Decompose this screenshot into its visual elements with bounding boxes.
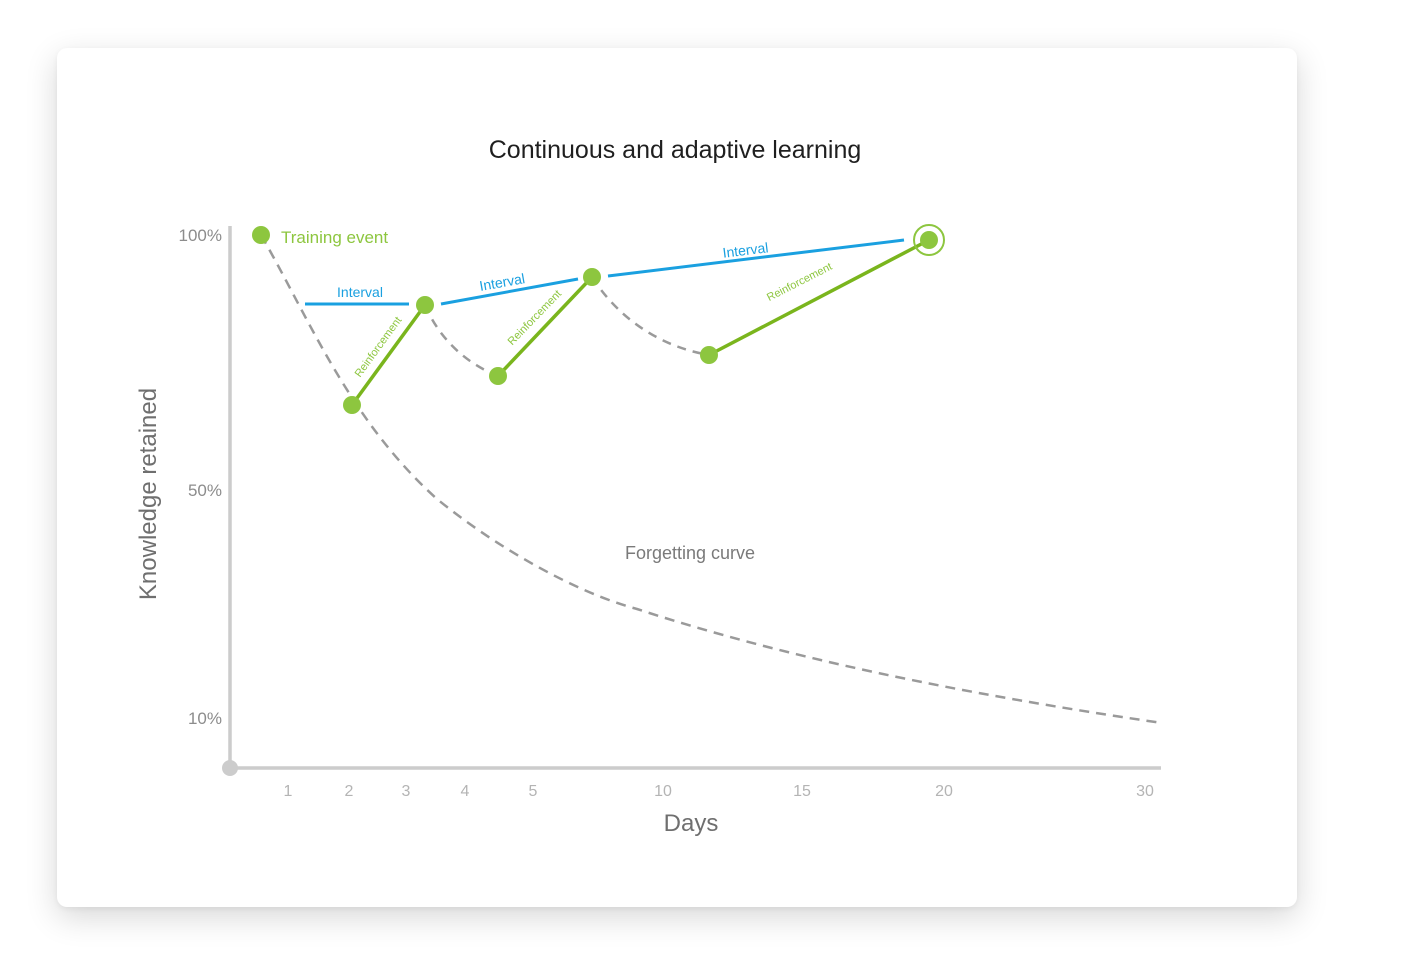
forgetting-curve-main	[259, 234, 1163, 725]
reinforcement-line-1	[350, 303, 427, 407]
y-tick-label: 50%	[188, 481, 222, 500]
x-tick-label: 4	[461, 783, 470, 800]
axis-origin-dot	[222, 760, 238, 776]
x-tick-label: 30	[1136, 783, 1154, 800]
final-retention-point	[920, 231, 938, 249]
x-tick-label: 10	[654, 783, 672, 800]
reinforcement-start-point	[700, 346, 718, 364]
training-event-point	[252, 226, 270, 244]
x-tick-label: 3	[402, 783, 411, 800]
interval-line-3	[607, 238, 905, 278]
x-tick-label: 2	[345, 783, 354, 800]
final-retention-ring	[913, 224, 945, 256]
forgetting-curve-label: Forgetting curve	[625, 543, 755, 563]
x-tick-label: 5	[529, 783, 538, 800]
reinforcement-label: Reinforcement	[765, 261, 834, 304]
chart-svg: Continuous and adaptive learning 100% 50…	[135, 136, 1163, 837]
forgetting-curve-segment-1	[423, 304, 499, 378]
chart-title: Continuous and adaptive learning	[489, 136, 862, 164]
x-axis-label: Days	[664, 810, 719, 837]
reinforcement-start-point	[343, 396, 361, 414]
reinforcement-peak-point	[416, 296, 434, 314]
interval-label: Interval	[337, 284, 383, 300]
training-event-label: Training event	[281, 228, 388, 247]
x-tick-label: 20	[935, 783, 953, 800]
chart-card: Continuous and adaptive learning 100% 50…	[57, 48, 1297, 907]
forgetting-curve-segment-2	[590, 276, 710, 357]
y-tick-label: 10%	[188, 709, 222, 728]
reinforcement-line-2	[496, 275, 594, 378]
interval-label: Interval	[478, 270, 526, 294]
x-tick-label: 1	[284, 783, 293, 800]
reinforcement-line-3	[708, 238, 930, 357]
interval-label: Interval	[722, 239, 770, 260]
y-tick-label: 100%	[179, 226, 222, 245]
reinforcement-peak-point	[583, 268, 601, 286]
reinforcement-start-point	[489, 367, 507, 385]
x-tick-label: 15	[793, 783, 811, 800]
y-axis-label: Knowledge retained	[135, 388, 162, 600]
interval-line-2	[440, 277, 579, 306]
